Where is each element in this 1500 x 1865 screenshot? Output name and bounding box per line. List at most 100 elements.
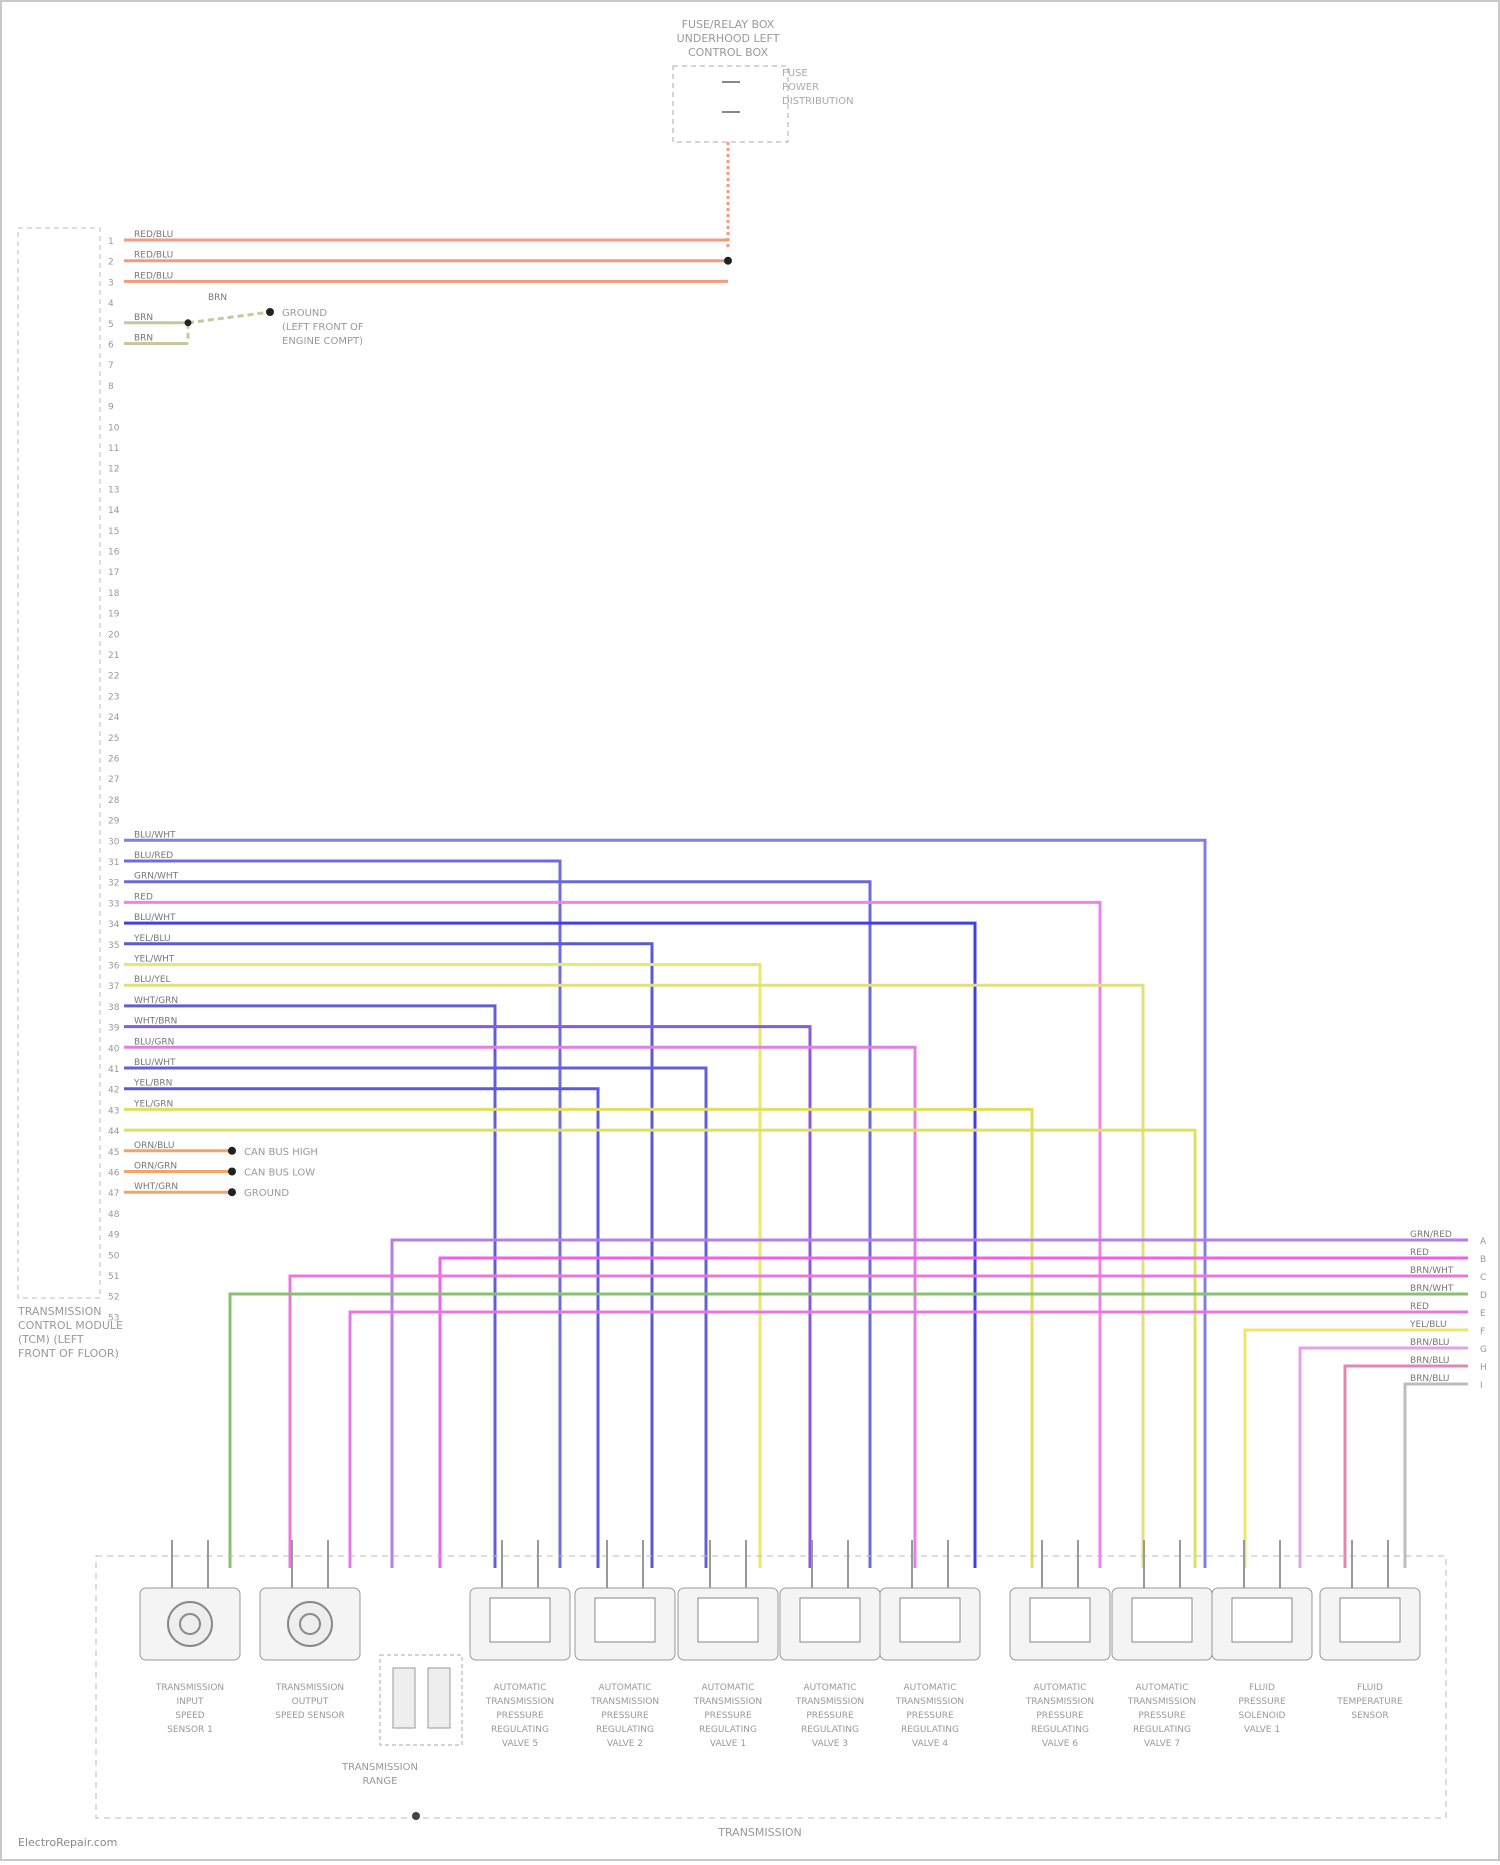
tcm-pin-12: 12 [108,465,119,475]
tcm-pin-26: 26 [108,755,120,765]
solenoid-wire-label: BLU/WHT [134,1058,176,1068]
component: AUTOMATIC TRANSMISSION PRESSURE REGULATING V… [1009,1540,1111,1749]
component-label: SPEED SENSOR [275,1711,345,1721]
component-lead [1351,1540,1389,1588]
tcm-pin-30: 30 [108,837,120,847]
solenoid-wire-label: BLU/YEL [134,975,171,985]
solenoid-wire-38 [124,1004,497,1568]
component-label: AUTOMATIC [494,1683,547,1693]
right-bus-label: BRN/BLU [1410,1338,1450,1348]
sensor-icon [167,1601,213,1647]
component: AUTOMATIC TRANSMISSION PRESSURE REGULATING V… [677,1540,779,1749]
component-label: REGULATING [1031,1725,1089,1735]
solenoid-icon [899,1597,961,1643]
fuse-box-title-3: CONTROL BOX [688,46,769,59]
solenoid-wire-35 [124,942,654,1568]
solenoid-wire-39 [124,1025,812,1568]
ground-label-3: ENGINE COMPT) [282,336,363,347]
component-label: PRESSURE [1138,1711,1186,1721]
component-label: VALVE 1 [1244,1725,1280,1735]
tcm-pin-52: 52 [108,1293,119,1303]
tcm-pin-48: 48 [108,1210,120,1220]
right-bus-label: RED [1410,1302,1429,1312]
solenoid-wire-label: WHT/BRN [134,1017,177,1027]
tcm-title-3: (TCM) (LEFT [18,1333,84,1346]
solenoid-wire-label: BLU/GRN [134,1037,174,1047]
component-label: PRESSURE [1036,1711,1084,1721]
fuse-box-outline [672,65,789,143]
tcm-pin-39: 39 [108,1024,120,1034]
ground-wire-label: BRN [134,313,153,323]
component-label: AUTOMATIC [804,1683,857,1693]
tcm-pin-10: 10 [108,423,120,433]
tcm-pin-34: 34 [108,920,120,930]
tcm-pin-15: 15 [108,527,119,537]
solenoid-icon [1231,1597,1293,1643]
ground-label-2: (LEFT FRONT OF [282,322,364,333]
component: AUTOMATIC TRANSMISSION PRESSURE REGULATING V… [1111,1540,1213,1749]
tcm-pin-35: 35 [108,941,119,951]
component-lead [811,1540,849,1588]
component-label: AUTOMATIC [702,1683,755,1693]
solenoid-wire-30 [124,838,1207,1568]
right-connector-F: F [1480,1327,1485,1337]
component-label: TRANSMISSION [895,1697,964,1707]
component-label: PRESSURE [601,1711,649,1721]
component: AUTOMATIC TRANSMISSION PRESSURE REGULATING V… [879,1540,981,1749]
tcm-pin-4: 4 [108,299,114,309]
tcm-pin-13: 13 [108,485,119,495]
solenoid-wire-42 [124,1087,600,1568]
fuse-box-title-1: FUSE/RELAY BOX [682,18,775,31]
component-label: TRANSMISSION [1127,1697,1196,1707]
component-lead [291,1540,329,1588]
fuse-icon [722,81,740,113]
component-label: VALVE 5 [502,1739,538,1749]
solenoid-icon [489,1597,551,1643]
right-connector-E: E [1480,1309,1486,1319]
power-wire-label: RED/BLU [134,230,173,240]
tcm-pin-37: 37 [108,982,119,992]
right-bus-label: BRN/WHT [1410,1266,1454,1276]
tcm-pin-41: 41 [108,1065,119,1075]
right-connector-C: C [1480,1273,1486,1283]
right-bus-wire-H [1343,1364,1468,1568]
component-label: VALVE 1 [710,1739,746,1749]
component-label: VALVE 7 [1144,1739,1180,1749]
tcm-pin-16: 16 [108,548,120,558]
component-lead [171,1540,209,1588]
component-lead [709,1540,747,1588]
range-switch-body [379,1654,463,1746]
right-bus-wire-D [228,1292,1468,1568]
solenoid-icon [594,1597,656,1643]
range-switch: TRANSMISSION RANGE [341,1654,463,1820]
tcm-pin-21: 21 [108,651,119,661]
power-splice-icon [724,256,732,265]
component-lead [1143,1540,1181,1588]
tcm-pin-7: 7 [108,361,114,371]
footer-watermark: ElectroRepair.com [18,1836,117,1849]
solenoid-wire-37 [124,983,1145,1568]
component-label: REGULATING [801,1725,859,1735]
network-terminal-icon [228,1146,236,1155]
sensor-icon [287,1601,333,1647]
right-connector-G: G [1480,1345,1487,1355]
component: FLUID PRESSURE SOLENOID VALVE 1 [1211,1540,1313,1735]
tcm-pin-23: 23 [108,692,119,702]
solenoid-wire-31 [124,859,562,1568]
solenoid-wire-43 [124,1107,1034,1568]
component-label: TRANSMISSION [590,1697,659,1707]
tcm-pin-31: 31 [108,858,119,868]
tcm-pin-28: 28 [108,796,120,806]
right-bus-label: GRN/RED [1410,1230,1452,1240]
tcm-pin-17: 17 [108,568,119,578]
solenoid-wire-33 [124,900,1102,1568]
component-label: SOLENOID [1239,1711,1286,1721]
sensor-core-icon [179,1613,201,1635]
tcm-pin-40: 40 [108,1044,120,1054]
ground-circuit: BRN BRN BRN GROUND (LEFT FRONT OF ENGINE … [124,293,364,347]
tcm-pin-53: 53 [108,1313,119,1323]
tcm-pin-46: 46 [108,1169,120,1179]
ground-label-1: GROUND [282,308,327,319]
tcm-pin-44: 44 [108,1127,120,1137]
